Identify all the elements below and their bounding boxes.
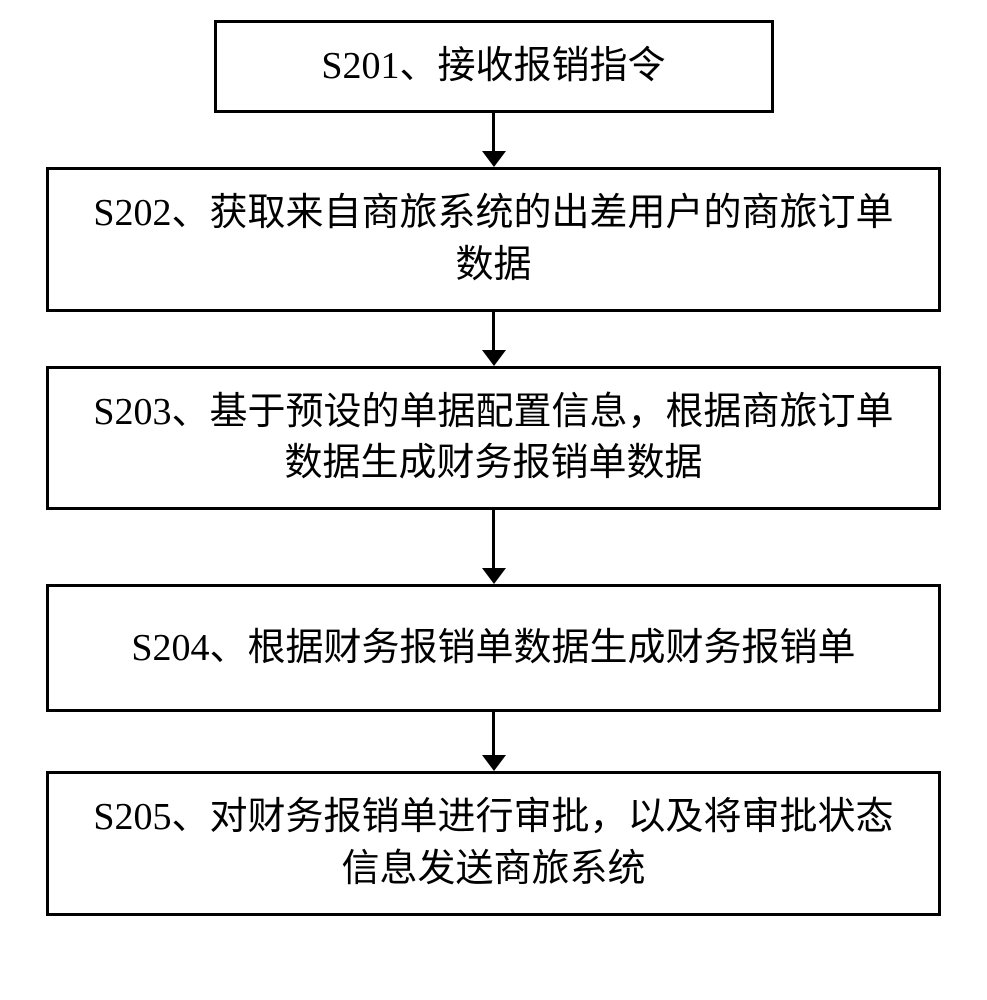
node-text: S205、对财务报销单进行审批，以及将审批状态信息发送商旅系统 [79,792,908,895]
arrow-line [492,510,495,568]
arrow-line [492,712,495,755]
flowchart-arrow-1 [482,113,506,167]
arrow-head-icon [482,350,506,366]
node-text: S201、接收报销指令 [321,41,665,92]
arrow-line [492,113,495,151]
flowchart-arrow-2 [482,312,506,366]
arrow-head-icon [482,151,506,167]
arrow-line [492,312,495,350]
node-text: S203、基于预设的单据配置信息，根据商旅订单数据生成财务报销单数据 [79,387,908,490]
node-text: S202、获取来自商旅系统的出差用户的商旅订单数据 [79,188,908,291]
node-text: S204、根据财务报销单数据生成财务报销单 [131,623,855,674]
flowchart-arrow-4 [482,712,506,771]
arrow-head-icon [482,568,506,584]
flowchart-container: S201、接收报销指令 S202、获取来自商旅系统的出差用户的商旅订单数据 S2… [0,20,987,916]
flowchart-node-s201: S201、接收报销指令 [214,20,774,113]
flowchart-node-s204: S204、根据财务报销单数据生成财务报销单 [46,584,941,712]
flowchart-node-s202: S202、获取来自商旅系统的出差用户的商旅订单数据 [46,167,941,312]
flowchart-arrow-3 [482,510,506,584]
flowchart-node-s203: S203、基于预设的单据配置信息，根据商旅订单数据生成财务报销单数据 [46,366,941,511]
flowchart-node-s205: S205、对财务报销单进行审批，以及将审批状态信息发送商旅系统 [46,771,941,916]
arrow-head-icon [482,755,506,771]
